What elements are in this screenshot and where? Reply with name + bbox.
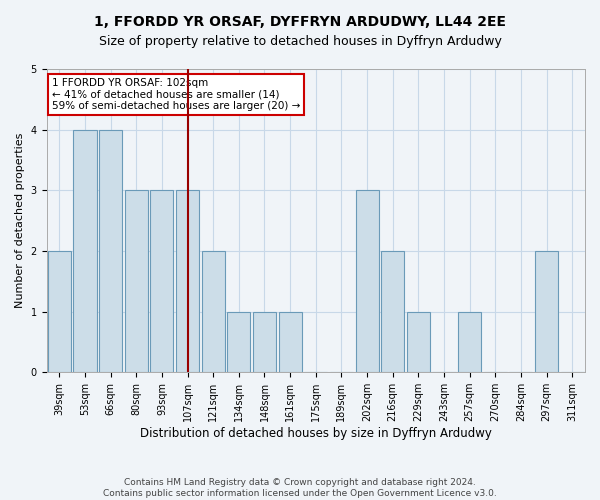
- Bar: [253, 312, 276, 372]
- Text: Contains HM Land Registry data © Crown copyright and database right 2024.
Contai: Contains HM Land Registry data © Crown c…: [103, 478, 497, 498]
- Bar: [535, 251, 558, 372]
- Text: Size of property relative to detached houses in Dyffryn Ardudwy: Size of property relative to detached ho…: [98, 35, 502, 48]
- Bar: [202, 251, 225, 372]
- Bar: [458, 312, 481, 372]
- Bar: [407, 312, 430, 372]
- Bar: [381, 251, 404, 372]
- Bar: [73, 130, 97, 372]
- Y-axis label: Number of detached properties: Number of detached properties: [15, 133, 25, 308]
- Bar: [48, 251, 71, 372]
- Bar: [356, 190, 379, 372]
- Bar: [278, 312, 302, 372]
- Bar: [227, 312, 250, 372]
- Text: 1 FFORDD YR ORSAF: 102sqm
← 41% of detached houses are smaller (14)
59% of semi-: 1 FFORDD YR ORSAF: 102sqm ← 41% of detac…: [52, 78, 300, 112]
- Bar: [99, 130, 122, 372]
- Bar: [176, 190, 199, 372]
- X-axis label: Distribution of detached houses by size in Dyffryn Ardudwy: Distribution of detached houses by size …: [140, 427, 492, 440]
- Bar: [125, 190, 148, 372]
- Bar: [151, 190, 173, 372]
- Text: 1, FFORDD YR ORSAF, DYFFRYN ARDUDWY, LL44 2EE: 1, FFORDD YR ORSAF, DYFFRYN ARDUDWY, LL4…: [94, 15, 506, 29]
